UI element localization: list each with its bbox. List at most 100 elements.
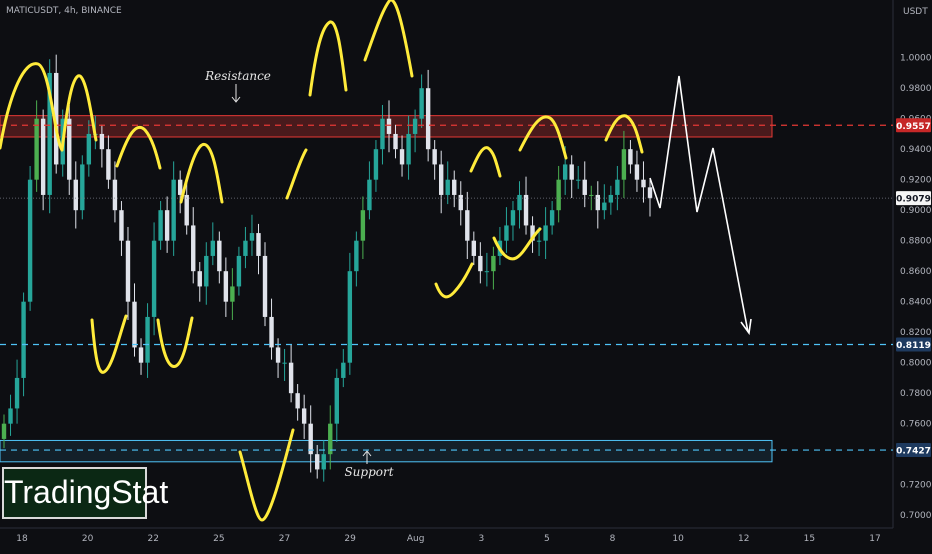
candle-body [510,210,516,226]
candle-body [647,187,653,199]
candle-body [210,240,216,256]
candle-body [458,194,463,211]
time-tick: 17 [869,534,880,544]
price-tick: 0.9000 [900,206,932,216]
candle-body [288,362,294,394]
candle-body [217,240,222,272]
time-tick: 3 [478,534,484,544]
candle-body [347,271,353,363]
candle-body [523,194,529,226]
candle-body [321,454,326,470]
price-marker-label: 0.8119 [896,341,931,351]
candle-body [406,133,411,165]
candle-body [315,454,320,470]
time-tick: 27 [279,534,290,544]
candle-body [243,240,248,256]
candle-body [67,118,72,180]
resistance-label: Resistance [204,69,271,83]
candle-body [419,88,424,119]
candle-body [484,271,490,273]
candle-body [151,240,157,317]
candle-body [73,179,78,211]
candle-body [138,347,144,363]
time-tick: 20 [82,534,94,544]
candle-body [223,271,229,302]
candle-body [21,301,26,378]
candle-body [412,118,418,134]
pattern-curve [518,115,568,160]
time-tick: 8 [610,534,616,544]
resistance-zone [0,115,773,138]
candle-body [230,286,235,302]
price-tick: 0.9400 [900,145,932,155]
candle-body [634,164,640,180]
candle-body [191,225,196,272]
candle-body [275,347,281,363]
price-tick: 0.8800 [900,237,932,247]
time-tick: 12 [738,534,749,544]
price-tick: 0.8400 [900,298,932,308]
time-tick: Aug [407,534,425,544]
pattern-curve [156,316,194,368]
candle-body [595,194,600,211]
candle-body [145,316,150,363]
price-tick: 0.9200 [900,176,932,186]
price-marker-label: 0.9079 [896,195,931,205]
price-tick: 1.0000 [900,54,932,64]
candle-body [360,210,366,241]
candle-body [54,72,59,165]
price-tick: 0.7800 [900,389,932,399]
candle-body [295,393,300,409]
price-tick: 0.8600 [900,267,932,277]
candle-body [112,179,118,211]
candle-body [425,88,431,150]
candle-body [367,179,372,211]
time-tick: 15 [804,534,815,544]
candle-body [8,408,13,424]
pattern-curve [469,146,502,178]
candle-body [399,149,405,165]
candle-body [204,255,209,287]
candle-body [589,194,594,196]
tradingstat-logo: TradingStat [2,467,168,519]
price-marker-bg [896,191,931,206]
price-axis-unit: USDT [903,7,928,17]
candle-body [491,255,496,272]
time-tick: 22 [148,534,159,544]
resistance-arrowhead [231,96,241,103]
candle-body [445,179,450,195]
candle-body [328,423,333,455]
pattern-curve [363,0,414,78]
pattern-curve [238,428,295,522]
candle-body [628,149,633,165]
candle-body [641,179,646,188]
candle-body [393,133,398,150]
pattern-curve [90,314,128,374]
price-tick: 0.9800 [900,84,932,94]
candle-body [438,164,444,195]
price-marker-label: 0.9557 [896,122,931,132]
candle-body [471,240,477,256]
pattern-curve [285,148,308,200]
pattern-curve [492,227,542,261]
candle-body [386,118,392,134]
price-marker-bg [896,443,931,458]
pattern-curve [115,126,162,170]
pattern-curve [0,62,64,152]
candle-body [132,301,137,348]
candle-body [256,233,261,256]
candle-body [543,225,548,241]
candle-body [536,240,542,242]
support-arrowhead [362,450,372,457]
time-tick: 18 [16,534,28,544]
candle-body [569,164,574,180]
candle-body [1,423,7,439]
candle-body [354,240,359,272]
candle-body [452,179,457,195]
candle-body [119,210,124,241]
pattern-curve [308,20,348,97]
time-tick: 29 [344,534,356,544]
price-marker-label: 0.7427 [896,447,931,457]
